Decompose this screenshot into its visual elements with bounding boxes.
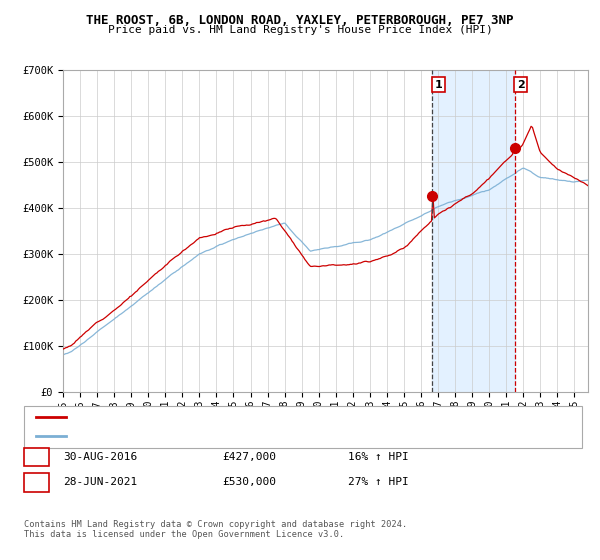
Text: THE ROOST, 6B, LONDON ROAD, YAXLEY, PETERBOROUGH, PE7 3NP: THE ROOST, 6B, LONDON ROAD, YAXLEY, PETE… xyxy=(86,14,514,27)
Text: 27% ↑ HPI: 27% ↑ HPI xyxy=(348,477,409,487)
Text: 30-AUG-2016: 30-AUG-2016 xyxy=(63,452,137,462)
Text: Contains HM Land Registry data © Crown copyright and database right 2024.
This d: Contains HM Land Registry data © Crown c… xyxy=(24,520,407,539)
Text: 1: 1 xyxy=(434,80,442,90)
Text: Price paid vs. HM Land Registry's House Price Index (HPI): Price paid vs. HM Land Registry's House … xyxy=(107,25,493,35)
Text: HPI: Average price, detached house, Huntingdonshire: HPI: Average price, detached house, Hunt… xyxy=(69,431,362,440)
Text: £427,000: £427,000 xyxy=(222,452,276,462)
Text: 28-JUN-2021: 28-JUN-2021 xyxy=(63,477,137,487)
Text: THE ROOST, 6B, LONDON ROAD, YAXLEY, PETERBOROUGH, PE7 3NP (detached house): THE ROOST, 6B, LONDON ROAD, YAXLEY, PETE… xyxy=(69,413,494,422)
Text: 1: 1 xyxy=(33,452,40,462)
Text: 2: 2 xyxy=(517,80,524,90)
Text: 16% ↑ HPI: 16% ↑ HPI xyxy=(348,452,409,462)
Text: 2: 2 xyxy=(33,477,40,487)
Bar xyxy=(433,70,515,392)
Text: £530,000: £530,000 xyxy=(222,477,276,487)
